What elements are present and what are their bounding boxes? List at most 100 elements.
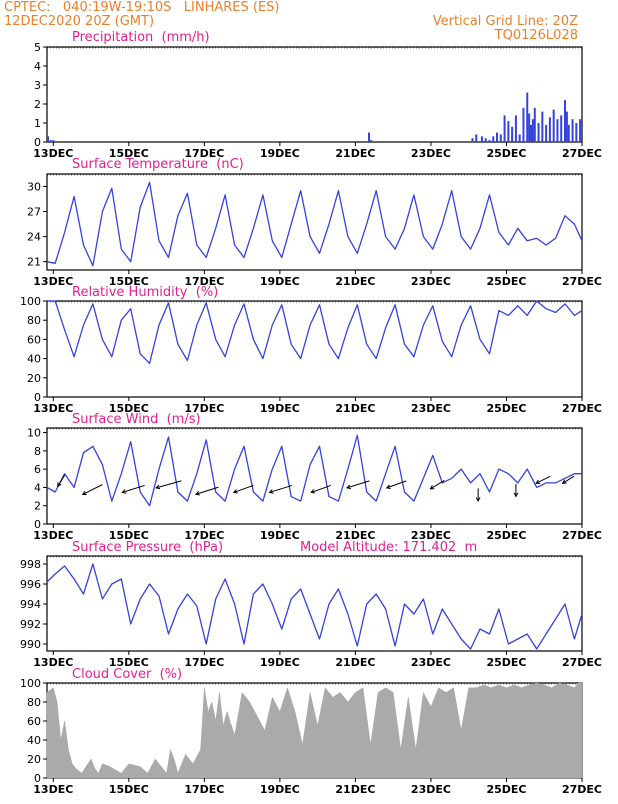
wind-arrow (475, 488, 481, 503)
precipitation-bar (541, 111, 544, 142)
pressure-ytick-label: 992 (20, 618, 41, 631)
cloud_cover-ytick-label: 40 (27, 734, 41, 747)
cloud_cover-ytick-label: 80 (27, 696, 41, 709)
humidity-xtick-label: 15DEC (109, 402, 149, 415)
wind-ytick-label: 0 (34, 518, 41, 531)
cloud_cover-ytick-label: 20 (27, 753, 41, 766)
wind-arrow-head (310, 489, 316, 494)
wind-arrow (385, 480, 407, 489)
wind-xtick-label: 13DEC (33, 529, 73, 542)
precipitation-bar (370, 140, 373, 142)
humidity-ytick-label: 0 (34, 391, 41, 404)
precipitation-bar (514, 115, 517, 142)
precipitation-xtick-label: 21DEC (335, 147, 375, 160)
wind-arrow (429, 480, 445, 490)
cloud_cover-xtick-label: 15DEC (109, 783, 149, 796)
wind-xtick-label: 27DEC (562, 529, 602, 542)
humidity-xtick-label: 23DEC (411, 402, 451, 415)
wind-arrow-head (268, 489, 274, 494)
wind-arrow-shaft (430, 480, 445, 490)
wind-arrow (513, 483, 519, 498)
pressure-xtick-label: 19DEC (260, 656, 300, 669)
cloud_cover-xtick-label: 17DEC (184, 783, 224, 796)
pressure-title: Surface Pressure (hPa) (72, 540, 223, 555)
temperature-xtick-label: 23DEC (411, 275, 451, 288)
cloud_cover-ytick-label: 0 (34, 772, 41, 785)
wind-arrow-shaft (82, 484, 103, 495)
header-date: 12DEC2020 20Z (GMT) (4, 14, 154, 29)
wind-arrow-shaft (122, 484, 145, 493)
precipitation-bar (484, 138, 487, 142)
pressure-xtick-label: 21DEC (335, 656, 375, 669)
wind-arrow-head (513, 492, 519, 498)
wind-xtick-label: 19DEC (260, 529, 300, 542)
wind-arrow (310, 484, 331, 494)
precipitation-bar (564, 100, 567, 142)
pressure-xtick-label: 13DEC (33, 656, 73, 669)
precipitation-bar (499, 134, 502, 142)
pressure-ytick-label: 996 (20, 578, 41, 591)
precipitation-xtick-label: 25DEC (486, 147, 526, 160)
cloud_cover-xtick-label: 19DEC (260, 783, 300, 796)
humidity-ytick-label: 20 (27, 372, 41, 385)
pressure-xtick-label: 15DEC (109, 656, 149, 669)
precipitation-bar (526, 92, 529, 142)
precipitation-bar (471, 138, 474, 142)
precipitation-ytick-label: 3 (34, 79, 41, 92)
wind-xtick-label: 25DEC (486, 529, 526, 542)
precipitation-bar (560, 115, 563, 142)
humidity-frame (46, 300, 583, 398)
cloud_cover-xtick-label: 13DEC (33, 783, 73, 796)
precipitation-ytick-label: 4 (34, 60, 41, 73)
precipitation-bar (579, 119, 582, 142)
wind-arrow-head (194, 491, 200, 496)
wind-arrow-head (475, 497, 481, 503)
temperature-line (46, 181, 583, 267)
precipitation-bar (480, 136, 483, 142)
precipitation-bar (575, 123, 578, 142)
precipitation-xtick-label: 19DEC (260, 147, 300, 160)
wind-arrow-shaft (269, 484, 293, 493)
precipitation-bar (528, 113, 531, 142)
precipitation-bar (567, 124, 570, 142)
wind-arrow-head (232, 489, 238, 494)
precipitation-xtick-label: 15DEC (109, 147, 149, 160)
precipitation-xtick-label: 27DEC (562, 147, 602, 160)
precipitation-bar (492, 136, 495, 142)
precipitation-bar (530, 124, 533, 142)
wind-arrow (345, 480, 370, 490)
wind-arrow-shaft (346, 480, 370, 489)
wind-ytick-label: 10 (27, 427, 41, 440)
wind-arrow-head (429, 485, 435, 490)
wind-arrow-shaft (535, 475, 551, 484)
wind-arrow-shaft (233, 484, 254, 493)
wind-ytick-label: 2 (34, 500, 41, 513)
wind-arrow-shaft (156, 480, 182, 489)
pressure-ytick-label: 994 (20, 598, 41, 611)
precipitation-title: Precipitation (mm/h) (72, 30, 210, 45)
pressure-xtick-label: 27DEC (562, 656, 602, 669)
wind-arrow-head (155, 484, 161, 490)
precipitation-panel: 0 1 2 3 4 5 13DEC 15DEC 17DEC 19DEC 21DEC 23DEC 25DE… (33, 41, 602, 160)
precipitation-frame (46, 46, 583, 143)
wind-ytick-label: 6 (34, 463, 41, 476)
wind-xtick-label: 23DEC (411, 529, 451, 542)
temperature-xtick-label: 15DEC (109, 275, 149, 288)
cloud_cover-xtick-label: 25DEC (486, 783, 526, 796)
precipitation-bar (565, 111, 568, 142)
wind-xtick-label: 15DEC (109, 529, 149, 542)
cloud_cover-panel: 0 20 40 60 80 100 13DEC 15DEC 17DEC 19DEC 21DEC 23D… (20, 677, 602, 796)
wind-line (46, 434, 582, 507)
humidity-panel: 0 20 40 60 80 100 13DEC 15DEC 17DEC 19DEC 21DEC 23D… (20, 295, 602, 415)
wind-arrow (155, 480, 182, 490)
wind-xtick-label: 21DEC (335, 529, 375, 542)
precipitation-bar (552, 109, 555, 142)
precipitation-bar (537, 123, 540, 142)
temperature-xtick-label: 27DEC (562, 275, 602, 288)
humidity-xtick-label: 25DEC (486, 402, 526, 415)
temperature-xtick-label: 13DEC (33, 275, 73, 288)
wind-ytick-label: 4 (34, 481, 41, 494)
precipitation-bar (522, 107, 525, 142)
pressure-panel: 990 992 994 996 998 13DEC 15DEC 17DEC 19DEC 21DEC… (20, 555, 602, 669)
